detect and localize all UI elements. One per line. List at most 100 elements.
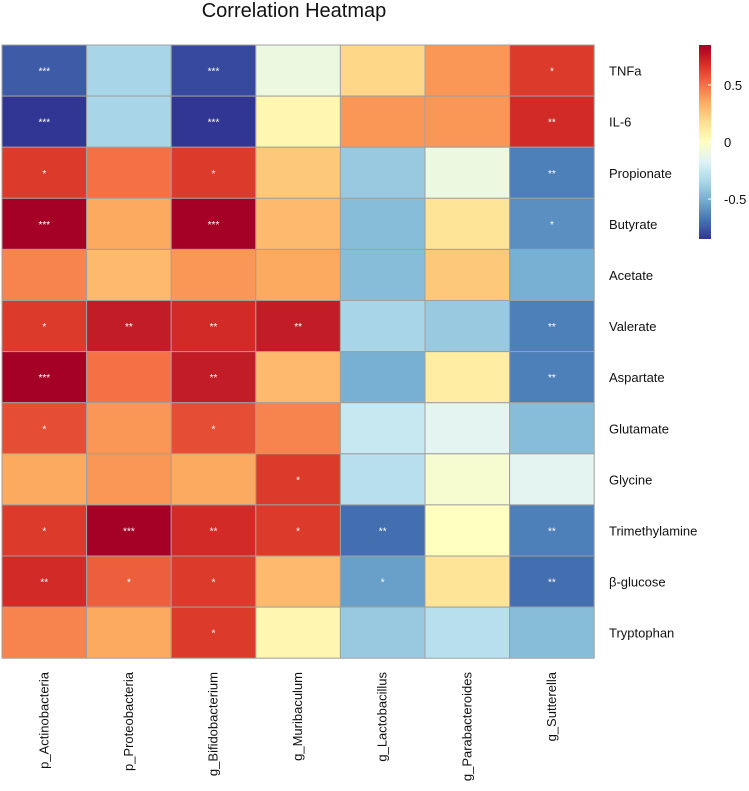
significance-label: * — [212, 169, 216, 180]
heatmap-cell — [170, 351, 257, 404]
heatmap-cell — [424, 146, 511, 199]
heatmap-cell — [424, 351, 511, 404]
significance-label: ** — [210, 526, 218, 537]
heatmap-cell — [86, 555, 172, 608]
heatmap-cell — [1, 606, 88, 659]
heatmap-cell — [1, 453, 88, 506]
column-label: g_Muribaculum — [290, 672, 305, 761]
heatmap-cell — [424, 44, 511, 97]
heatmap-cell — [170, 606, 257, 659]
significance-label: *** — [208, 118, 220, 129]
row-label: Valerate — [609, 319, 656, 334]
heatmap-cell — [86, 197, 172, 250]
heatmap-cell — [255, 606, 341, 659]
heatmap-cell — [255, 351, 341, 404]
column-label: g_Lactobacillus — [375, 672, 390, 762]
significance-label: ** — [548, 373, 556, 384]
heatmap-cell — [424, 453, 511, 506]
heatmap-cell — [255, 248, 341, 301]
significance-label: *** — [38, 67, 50, 78]
heatmap-cell — [1, 248, 88, 301]
heatmap-cell — [86, 95, 172, 148]
significance-label: ** — [548, 578, 556, 589]
significance-label: * — [381, 578, 385, 589]
significance-label: ** — [210, 322, 218, 333]
significance-label: ** — [40, 578, 48, 589]
significance-label: * — [42, 322, 46, 333]
row-label: Butyrate — [609, 217, 657, 232]
significance-label: * — [212, 629, 216, 640]
heatmap-cell — [86, 402, 172, 455]
heatmap-cell — [255, 300, 341, 353]
heatmap-cell — [509, 504, 595, 557]
heatmap-cell — [86, 44, 172, 97]
significance-label: ** — [210, 373, 218, 384]
significance-label: ** — [294, 322, 302, 333]
heatmap-cell — [509, 44, 595, 97]
heatmap-cell — [424, 402, 511, 455]
column-label: p_Proteobacteria — [121, 671, 136, 771]
heatmap-cell — [255, 453, 341, 506]
heatmap-cell — [339, 44, 426, 97]
significance-label: * — [550, 67, 554, 78]
significance-label: *** — [38, 373, 50, 384]
heatmap-cell — [424, 555, 511, 608]
heatmap-cell — [509, 453, 595, 506]
heatmap-cell — [170, 44, 257, 97]
heatmap-cell — [339, 351, 426, 404]
row-label: IL-6 — [609, 115, 631, 130]
heatmap-cell — [509, 351, 595, 404]
row-label: β-glucose — [609, 575, 666, 590]
heatmap-cell — [1, 402, 88, 455]
heatmap-cell — [509, 606, 595, 659]
row-label: Glutamate — [609, 421, 669, 436]
heatmap-cell — [424, 300, 511, 353]
heatmap-cell — [170, 248, 257, 301]
column-label: g_Parabacteroides — [459, 672, 474, 782]
heatmap-cell — [170, 453, 257, 506]
heatmap-cell — [86, 146, 172, 199]
heatmap-cell — [86, 351, 172, 404]
chart-title: Correlation Heatmap — [202, 0, 387, 22]
heatmap-cell — [255, 197, 341, 250]
significance-label: *** — [208, 67, 220, 78]
significance-label: * — [550, 220, 554, 231]
heatmap-cell — [86, 300, 172, 353]
significance-label: ** — [379, 526, 387, 537]
heatmap-cell — [509, 197, 595, 250]
significance-label: * — [296, 526, 300, 537]
heatmap-cell — [339, 95, 426, 148]
row-label: Acetate — [609, 268, 653, 283]
heatmap-cell — [509, 95, 595, 148]
row-label: Aspartate — [609, 370, 665, 385]
significance-label: * — [42, 526, 46, 537]
heatmap-cell — [255, 44, 341, 97]
heatmap-cell — [1, 44, 88, 97]
heatmap-cell — [170, 402, 257, 455]
colorbar — [699, 45, 711, 239]
heatmap-cell — [424, 504, 511, 557]
heatmap-cell — [339, 248, 426, 301]
row-label: Propionate — [609, 166, 672, 181]
colorbar-tick-label: 0 — [724, 135, 731, 150]
heatmap-cell — [424, 197, 511, 250]
heatmap-cell — [1, 351, 88, 404]
significance-label: * — [42, 424, 46, 435]
heatmap-cell — [509, 300, 595, 353]
heatmap-cell — [424, 606, 511, 659]
heatmap-cell — [339, 402, 426, 455]
heatmap-cell — [86, 606, 172, 659]
heatmap-cell — [339, 606, 426, 659]
heatmap-cell — [1, 197, 88, 250]
significance-label: ** — [548, 118, 556, 129]
heatmap-cell — [86, 453, 172, 506]
heatmap-cell — [339, 504, 426, 557]
colorbar-tick-label: 0.5 — [724, 78, 742, 93]
heatmap-cell — [255, 504, 341, 557]
significance-label: *** — [38, 220, 50, 231]
significance-label: * — [42, 169, 46, 180]
heatmap-cell — [424, 248, 511, 301]
significance-label: * — [212, 578, 216, 589]
row-label: Tryptophan — [609, 626, 674, 641]
